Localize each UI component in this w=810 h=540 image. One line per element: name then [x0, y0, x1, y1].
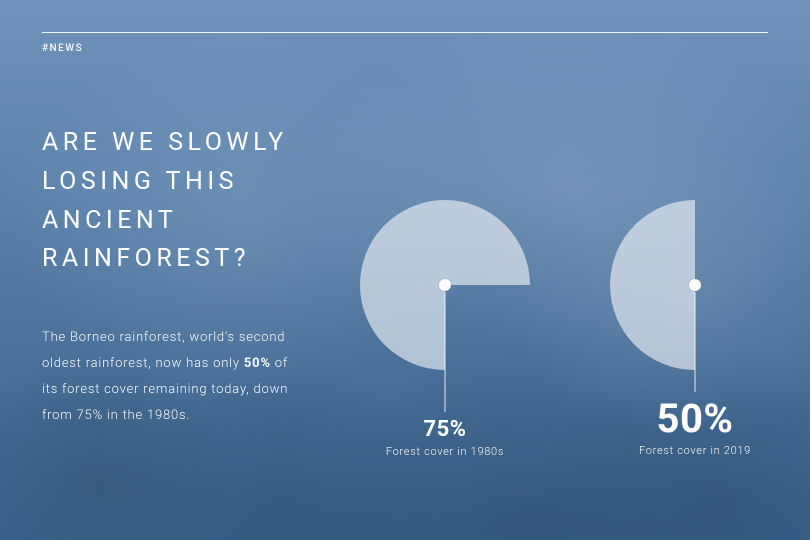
stat-label-1980s: Forest cover in 1980s	[386, 445, 504, 458]
headline: ARE WE SLOWLY LOSING THIS ANCIENT RAINFO…	[42, 124, 342, 279]
pie-center-dot-2019	[689, 279, 701, 291]
pie-center-dot-1980s	[439, 279, 451, 291]
stat-value-2019: 50%	[639, 398, 751, 440]
chart-1980s: 75% Forest cover in 1980s	[360, 200, 530, 370]
stat-1980s: 75% Forest cover in 1980s	[386, 418, 504, 458]
body-bold: 50%	[244, 356, 271, 371]
leader-line-1980s	[445, 292, 446, 412]
pie-2019	[610, 200, 780, 370]
pie-1980s	[360, 200, 530, 370]
pie-slice-2019	[610, 200, 695, 370]
stat-2019: 50% Forest cover in 2019	[639, 398, 751, 457]
charts-row: 75% Forest cover in 1980s 50% Forest cov…	[360, 200, 768, 370]
chart-2019: 50% Forest cover in 2019	[610, 200, 780, 370]
category-tag: #NEWS	[42, 43, 768, 54]
stat-value-1980s: 75%	[386, 418, 504, 441]
stat-label-2019: Forest cover in 2019	[639, 444, 751, 457]
body-text: The Borneo rainforest, world's second ol…	[42, 325, 302, 429]
content-area: #NEWS ARE WE SLOWLY LOSING THIS ANCIENT …	[0, 0, 810, 540]
leader-line-2019	[695, 292, 696, 392]
header-rule	[42, 32, 768, 33]
